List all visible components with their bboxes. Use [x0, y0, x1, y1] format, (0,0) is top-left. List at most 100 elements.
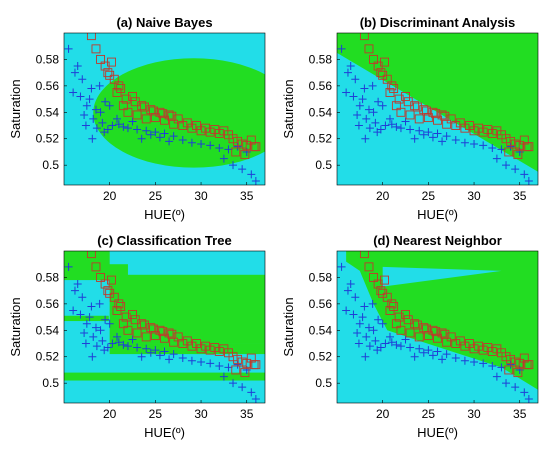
scatter-point-square [233, 136, 243, 146]
scatter-point-square [380, 275, 389, 285]
scatter-point-plus [438, 137, 447, 146]
scatter-point-square [178, 339, 188, 348]
region-tree-split [109, 343, 265, 355]
scatter-point-square [403, 97, 413, 107]
scatter-point-plus [419, 348, 428, 357]
region-linear [337, 33, 538, 172]
scatter-point-plus [396, 342, 405, 351]
panel-title: (c) Classification Tree [97, 233, 231, 248]
scatter-point-plus [415, 344, 424, 353]
y-tick-label: 0.52 [309, 350, 333, 364]
x-axis-label: HUE(º) [144, 207, 185, 222]
scatter-point-square [196, 344, 206, 354]
scatter-point-square [192, 121, 201, 130]
scatter-point-square [364, 44, 374, 54]
x-tick-label: 30 [194, 189, 208, 203]
scatter-point-plus [433, 129, 442, 138]
scatter-point-plus [428, 133, 437, 142]
scatter-point-plus [451, 354, 460, 363]
scatter-point-plus [178, 354, 187, 363]
scatter-point-plus [89, 332, 98, 341]
scatter-point-square [412, 102, 422, 112]
scatter-point-square [522, 142, 532, 152]
scatter-point-plus [105, 319, 114, 328]
region-tree-split [109, 274, 265, 344]
region-tree-split [64, 372, 265, 381]
scatter-point-square [387, 81, 397, 91]
scatter-point-plus [123, 342, 132, 351]
scatter-point-plus [82, 101, 91, 110]
scatter-point-square [205, 127, 215, 137]
scatter-point-square [405, 328, 415, 338]
scatter-point-square [149, 106, 158, 116]
scatter-point-plus [353, 328, 362, 337]
scatter-point-square [192, 339, 201, 348]
y-tick-label: 0.54 [36, 105, 60, 119]
scatter-point-square [173, 114, 183, 124]
scatter-point-square [431, 327, 441, 337]
scatter-point-square [167, 329, 177, 339]
region-tree-split [64, 315, 109, 322]
scatter-point-plus [101, 315, 110, 324]
panel-b: 20 25 30 35 0.5 0.52 0.54 0.56 0.58 (b) Discrimin… [281, 15, 539, 222]
scatter-point-plus [64, 44, 73, 53]
scatter-point-square [240, 150, 250, 160]
y-tick-label: 0.56 [309, 297, 333, 311]
scatter-point-square [469, 344, 479, 354]
scatter-point-square [401, 91, 410, 101]
scatter-point-plus [96, 108, 105, 117]
x-axis-label: HUE(º) [417, 425, 458, 440]
scatter-point-plus [385, 114, 394, 123]
plot-frame [63, 32, 266, 186]
scatter-point-square [414, 114, 424, 124]
scatter-point-square [187, 341, 197, 351]
scatter-point-plus [219, 154, 228, 163]
x-tick-label: 25 [149, 189, 163, 203]
scatter-point-plus [206, 141, 215, 150]
scatter-point-plus [374, 97, 383, 106]
scatter-point-square [96, 272, 105, 282]
scatter-point-plus [229, 379, 238, 388]
scatter-point-plus [224, 363, 233, 372]
scatter-point-plus [91, 323, 100, 332]
scatter-point-plus [165, 355, 174, 364]
scatter-point-square [114, 299, 124, 309]
x-tick-label: 30 [194, 407, 208, 421]
scatter-point-square [419, 105, 429, 115]
scatter-point-square [460, 341, 470, 351]
scatter-point-square [103, 68, 113, 78]
scatter-point-plus [98, 336, 107, 345]
scatter-point-square [513, 150, 523, 160]
scatter-point-square [123, 325, 133, 335]
scatter-point-plus [112, 114, 121, 123]
scatter-point-plus [197, 140, 206, 149]
scatter-point-square [242, 140, 252, 150]
scatter-point-plus [337, 262, 346, 271]
panel-c: 20 25 30 35 0.5 0.52 0.54 0.56 0.58 (c) Classific… [8, 233, 266, 440]
scatter-point-plus [410, 134, 419, 143]
scatter-point-square [391, 101, 401, 111]
scatter-point-square [86, 33, 96, 41]
scatter-point-square [155, 325, 165, 335]
scatter-point-square [501, 352, 511, 362]
scatter-point-square [249, 360, 259, 370]
y-tick-label: 0.58 [309, 52, 333, 66]
scatter-point-square [242, 358, 252, 368]
scatter-point-plus [351, 75, 360, 84]
scatter-point-plus [69, 306, 78, 315]
region-nearest-notch [382, 266, 502, 287]
scatter-point-plus [128, 335, 137, 344]
scatter-point-plus [238, 383, 247, 392]
y-tick-label: 0.58 [36, 270, 60, 284]
scatter-point-plus [343, 286, 352, 295]
scatter-point-plus [114, 120, 123, 129]
scatter-point-square [428, 107, 438, 117]
scatter-point-square [214, 129, 224, 138]
scatter-point-square [233, 354, 243, 364]
scatter-point-plus [385, 332, 394, 341]
scatter-point-plus [479, 359, 488, 368]
scatter-point-square [394, 312, 404, 322]
scatter-point-square [196, 126, 206, 136]
decision-regions [337, 33, 538, 185]
scatter-point-plus [142, 126, 151, 135]
